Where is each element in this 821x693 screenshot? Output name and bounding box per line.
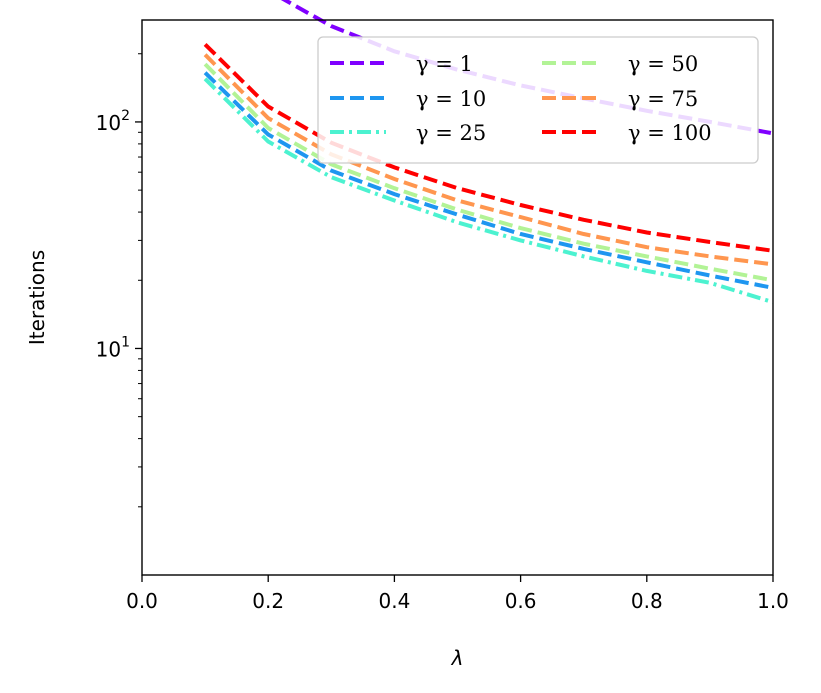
x-tick-label: 0.6 (505, 589, 537, 613)
legend-label: γ = 100 (628, 121, 712, 145)
series-line-2 (203, 71, 774, 290)
y-tick-label: 101 (96, 334, 130, 361)
legend-label: γ = 25 (416, 121, 486, 145)
y-tick-exponent: 1 (121, 334, 130, 350)
series-line-6 (203, 42, 774, 253)
y-ticks: 101102103 (96, 53, 142, 508)
x-tick-label: 0.4 (378, 589, 410, 613)
y-axis-label: Iterations (25, 250, 49, 345)
legend-entry: γ = 1 (330, 52, 473, 76)
legend: γ = 1 γ = 10 γ = 25 γ = 50 γ = 75 γ = 100 (317, 36, 759, 164)
series-line-3 (203, 77, 774, 305)
series-line-5 (203, 53, 774, 267)
y-tick-base: 10 (96, 337, 121, 361)
series-line-4 (203, 62, 774, 283)
x-ticks: 0.0 0.2 0.4 0.6 0.8 1.0 (126, 575, 789, 613)
y-tick-exponent: 2 (121, 108, 130, 124)
y-tick-base: 10 (96, 111, 121, 135)
x-tick-label: 0.2 (252, 589, 284, 613)
legend-entry: γ = 100 (542, 121, 712, 145)
y-tick-label: 102 (96, 108, 130, 135)
legend-entry: γ = 25 (330, 121, 486, 145)
legend-entry: γ = 50 (542, 52, 698, 76)
x-tick-label: 0.8 (631, 589, 663, 613)
x-tick-label: 1.0 (757, 589, 789, 613)
legend-label: γ = 75 (628, 87, 698, 111)
legend-label: γ = 50 (628, 52, 698, 76)
legend-box (317, 36, 759, 164)
axes-frame (141, 19, 774, 576)
legend-label: γ = 10 (416, 87, 486, 111)
legend-entry: γ = 75 (542, 87, 698, 111)
x-axis-label: λ (451, 646, 464, 670)
legend-label: γ = 1 (416, 52, 473, 76)
x-tick-label: 0.0 (126, 589, 158, 613)
series-layer (203, 0, 774, 305)
legend-entry: γ = 10 (330, 87, 486, 111)
